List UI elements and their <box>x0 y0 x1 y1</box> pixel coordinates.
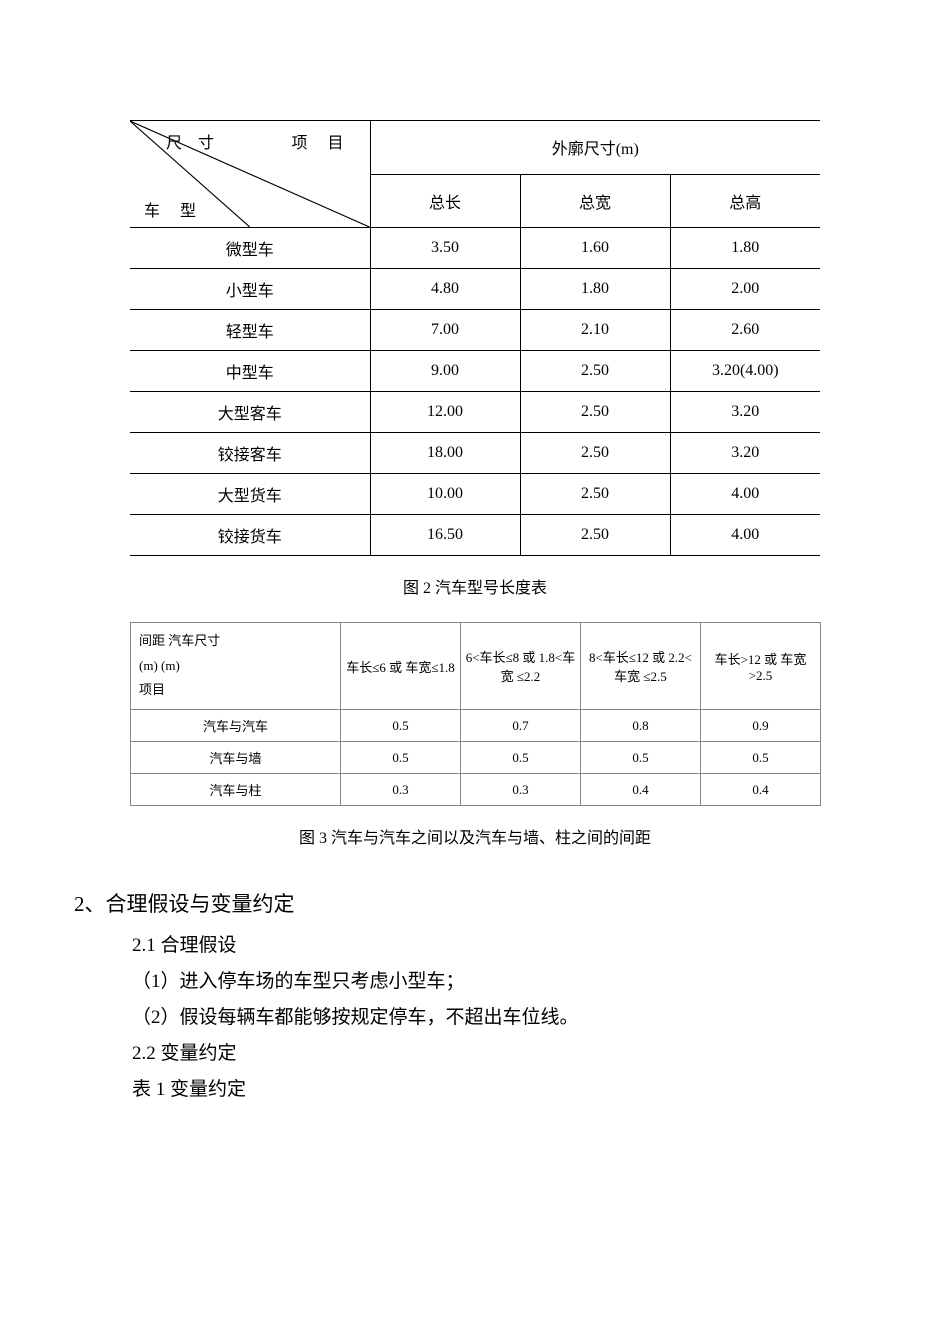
t2-v: 0.4 <box>701 774 821 806</box>
table-row: 中型车 9.00 2.50 3.20(4.00) <box>130 351 820 392</box>
table-row: 铰接客车 18.00 2.50 3.20 <box>130 433 820 474</box>
t2-v: 0.7 <box>461 710 581 742</box>
t2-v: 0.8 <box>581 710 701 742</box>
t1-w: 1.80 <box>520 269 670 310</box>
t1-h: 4.00 <box>670 515 820 556</box>
t2-v: 0.5 <box>341 710 461 742</box>
t1-h: 4.00 <box>670 474 820 515</box>
t2-v: 0.5 <box>461 742 581 774</box>
t1-w: 2.10 <box>520 310 670 351</box>
page: 尺 寸 项 目 车 型 外廓尺寸(m) 总长 总宽 总高 微型车 3.50 1.… <box>130 120 820 1109</box>
t1-w: 2.50 <box>520 474 670 515</box>
t1-name: 轻型车 <box>130 310 370 351</box>
diag-label-item: 项 目 <box>291 129 351 153</box>
section-heading: 2、合理假设与变量约定 <box>74 888 820 918</box>
t1-l: 12.00 <box>370 392 520 433</box>
t1-w: 2.50 <box>520 351 670 392</box>
table-row: 轻型车 7.00 2.10 2.60 <box>130 310 820 351</box>
t2-hl-1: 间距 汽车尺寸 <box>139 633 220 648</box>
t1-name: 微型车 <box>130 228 370 269</box>
t1-w: 2.50 <box>520 392 670 433</box>
t2-v: 0.4 <box>581 774 701 806</box>
t2-v: 0.5 <box>581 742 701 774</box>
t2-v: 0.5 <box>701 742 821 774</box>
t2-v: 0.3 <box>341 774 461 806</box>
t1-l: 9.00 <box>370 351 520 392</box>
t2-col: 车长≤6 或 车宽≤1.8 <box>341 623 461 710</box>
table-row: 铰接货车 16.50 2.50 4.00 <box>130 515 820 556</box>
t1-w: 2.50 <box>520 433 670 474</box>
t1-l: 16.50 <box>370 515 520 556</box>
table-label: 表 1 变量约定 <box>132 1072 820 1108</box>
t1-name: 大型客车 <box>130 392 370 433</box>
t1-h: 2.60 <box>670 310 820 351</box>
table-row: 微型车 3.50 1.60 1.80 <box>130 228 820 269</box>
t2-col: 车长>12 或 车宽>2.5 <box>701 623 821 710</box>
table-row: 汽车与汽车 0.5 0.7 0.8 0.9 <box>131 710 821 742</box>
t1-col-width: 总宽 <box>520 174 670 228</box>
table-row: 汽车与柱 0.3 0.3 0.4 0.4 <box>131 774 821 806</box>
t1-l: 10.00 <box>370 474 520 515</box>
t1-name: 小型车 <box>130 269 370 310</box>
t1-name: 中型车 <box>130 351 370 392</box>
t1-w: 1.60 <box>520 228 670 269</box>
t2-v: 0.5 <box>341 742 461 774</box>
table-row: 大型客车 12.00 2.50 3.20 <box>130 392 820 433</box>
t1-l: 18.00 <box>370 433 520 474</box>
t1-h: 3.20(4.00) <box>670 351 820 392</box>
t1-name: 铰接客车 <box>130 433 370 474</box>
t2-hl-2: (m) (m) <box>139 658 180 673</box>
t1-h: 1.80 <box>670 228 820 269</box>
subsection-heading: 2.1 合理假设 <box>132 928 820 964</box>
table2-caption: 图 3 汽车与汽车之间以及汽车与墙、柱之间的间距 <box>130 824 820 848</box>
t1-l: 4.80 <box>370 269 520 310</box>
t2-v: 0.9 <box>701 710 821 742</box>
diagonal-header-cell: 尺 寸 项 目 车 型 <box>130 121 370 228</box>
t2-col: 6<车长≤8 或 1.8<车宽 ≤2.2 <box>461 623 581 710</box>
t1-h: 3.20 <box>670 392 820 433</box>
table-row: 汽车与墙 0.5 0.5 0.5 0.5 <box>131 742 821 774</box>
subsection-heading: 2.2 变量约定 <box>132 1036 820 1072</box>
t1-l: 3.50 <box>370 228 520 269</box>
table1-caption: 图 2 汽车型号长度表 <box>130 574 820 598</box>
t1-name: 大型货车 <box>130 474 370 515</box>
t1-name: 铰接货车 <box>130 515 370 556</box>
t2-name: 汽车与柱 <box>131 774 341 806</box>
paragraph: （1）进入停车场的车型只考虑小型车； <box>132 964 820 1000</box>
t2-name: 汽车与汽车 <box>131 710 341 742</box>
t2-v: 0.3 <box>461 774 581 806</box>
t1-h: 2.00 <box>670 269 820 310</box>
t1-group-header: 外廓尺寸(m) <box>370 121 820 175</box>
t1-h: 3.20 <box>670 433 820 474</box>
t2-hl-3: 项目 <box>139 682 165 697</box>
t2-header-left: 间距 汽车尺寸 (m) (m) 项目 <box>131 623 341 710</box>
diag-label-size: 尺 寸 <box>166 129 220 153</box>
table-row: 小型车 4.80 1.80 2.00 <box>130 269 820 310</box>
t1-col-length: 总长 <box>370 174 520 228</box>
t1-col-height: 总高 <box>670 174 820 228</box>
vehicle-dimension-table: 尺 寸 项 目 车 型 外廓尺寸(m) 总长 总宽 总高 微型车 3.50 1.… <box>130 120 820 556</box>
spacing-table: 间距 汽车尺寸 (m) (m) 项目 车长≤6 或 车宽≤1.8 6<车长≤8 … <box>130 622 821 806</box>
table-row: 大型货车 10.00 2.50 4.00 <box>130 474 820 515</box>
t1-l: 7.00 <box>370 310 520 351</box>
paragraph: （2）假设每辆车都能够按规定停车，不超出车位线。 <box>132 1000 820 1036</box>
t1-w: 2.50 <box>520 515 670 556</box>
diag-label-type: 车 型 <box>144 197 204 221</box>
t2-name: 汽车与墙 <box>131 742 341 774</box>
t2-col: 8<车长≤12 或 2.2<车宽 ≤2.5 <box>581 623 701 710</box>
